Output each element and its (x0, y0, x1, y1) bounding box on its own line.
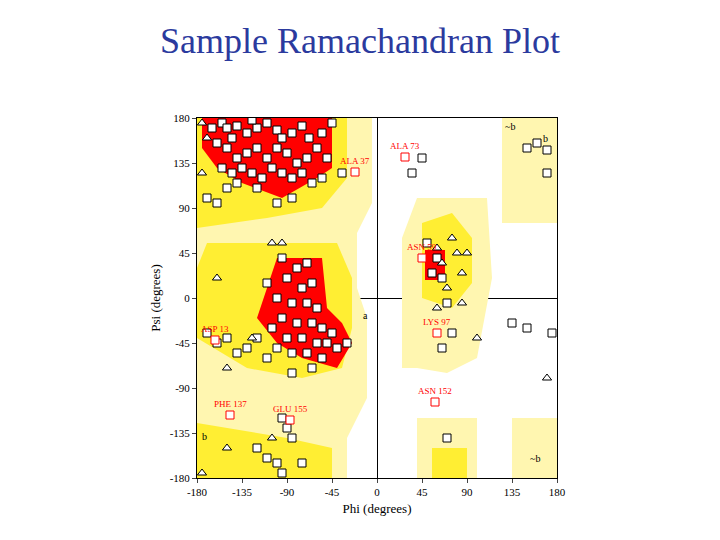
svg-text:0: 0 (374, 486, 380, 498)
svg-text:~b: ~b (505, 121, 515, 132)
svg-text:-135: -135 (170, 427, 191, 439)
svg-text:ASN 152: ASN 152 (418, 386, 452, 396)
svg-text:45: 45 (417, 486, 429, 498)
svg-text:Sample Ramachandran Plot: Sample Ramachandran Plot (160, 21, 560, 61)
svg-text:a: a (363, 310, 368, 321)
svg-text:LYS 97: LYS 97 (423, 317, 451, 327)
svg-text:90: 90 (462, 486, 474, 498)
svg-text:-90: -90 (280, 486, 295, 498)
svg-text:GLU 155: GLU 155 (273, 404, 308, 414)
svg-text:90: 90 (179, 202, 191, 214)
svg-text:45: 45 (179, 247, 191, 259)
svg-text:Psi (degrees): Psi (degrees) (148, 264, 163, 332)
svg-text:~b: ~b (530, 453, 540, 464)
svg-text:-45: -45 (175, 337, 190, 349)
svg-text:ASN 59: ASN 59 (407, 242, 437, 252)
svg-text:-135: -135 (232, 486, 253, 498)
svg-text:0: 0 (184, 292, 190, 304)
svg-text:ALA 37: ALA 37 (340, 156, 370, 166)
svg-text:-180: -180 (170, 472, 191, 484)
svg-text:-45: -45 (325, 486, 340, 498)
svg-text:135: 135 (504, 486, 521, 498)
svg-text:-90: -90 (175, 382, 190, 394)
svg-text:ALA 73: ALA 73 (390, 141, 420, 151)
svg-text:-180: -180 (187, 486, 208, 498)
svg-text:135: 135 (173, 157, 190, 169)
svg-text:b: b (543, 133, 548, 144)
svg-text:PHE 137: PHE 137 (214, 399, 247, 409)
svg-text:180: 180 (173, 112, 190, 124)
svg-text:180: 180 (549, 486, 566, 498)
svg-text:b: b (202, 431, 207, 442)
svg-text:ASP 13: ASP 13 (201, 324, 229, 334)
svg-text:Phi (degrees): Phi (degrees) (343, 501, 412, 516)
